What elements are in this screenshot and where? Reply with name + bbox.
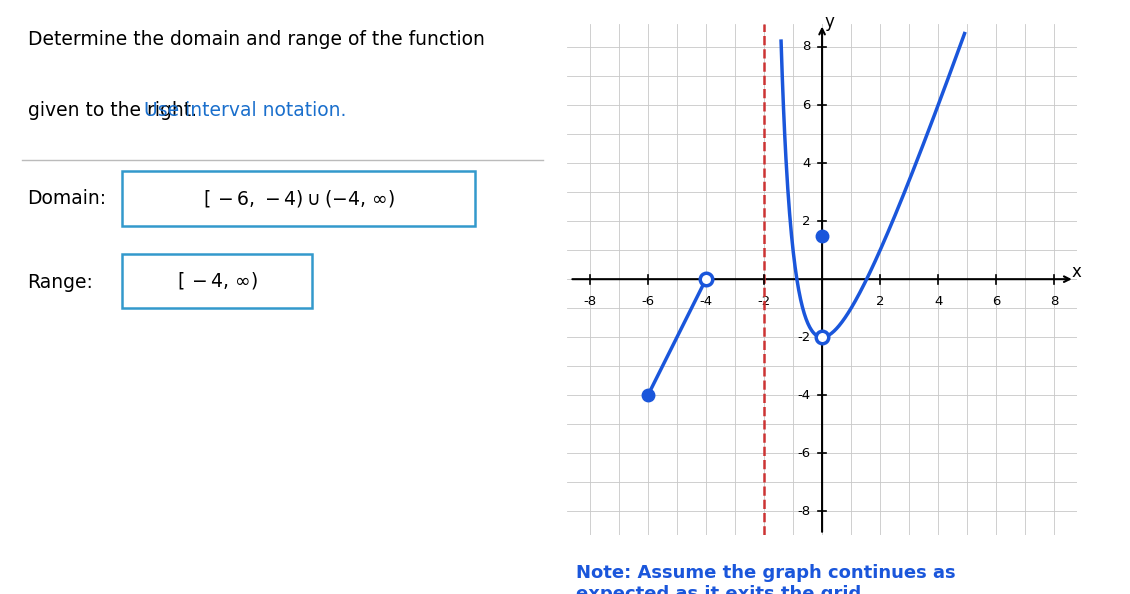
Text: -8: -8 [583, 295, 597, 308]
Text: y: y [825, 13, 834, 31]
Text: Note: Assume the graph continues as
expected as it exits the grid.: Note: Assume the graph continues as expe… [576, 564, 956, 594]
Text: 4: 4 [935, 295, 942, 308]
Text: 4: 4 [802, 157, 810, 169]
Text: Domain:: Domain: [27, 189, 106, 208]
Text: $[\,-6,\,-4)\cup(-4,\,\infty)$: $[\,-6,\,-4)\cup(-4,\,\infty)$ [202, 188, 394, 209]
Text: -4: -4 [699, 295, 713, 308]
Text: 2: 2 [876, 295, 885, 308]
Text: -2: -2 [757, 295, 771, 308]
Text: -2: -2 [798, 331, 810, 344]
Text: 6: 6 [992, 295, 1000, 308]
Text: 8: 8 [802, 40, 810, 53]
Text: -6: -6 [642, 295, 654, 308]
Text: 8: 8 [1050, 295, 1059, 308]
Text: 2: 2 [802, 214, 810, 228]
Text: -6: -6 [798, 447, 810, 460]
Text: -4: -4 [798, 389, 810, 402]
Text: x: x [1071, 263, 1081, 281]
Text: Determine the domain and range of the function: Determine the domain and range of the fu… [27, 30, 485, 49]
Text: Use interval notation.: Use interval notation. [145, 101, 347, 120]
Text: given to the right.: given to the right. [27, 101, 202, 120]
Text: 6: 6 [802, 99, 810, 112]
Text: Range:: Range: [27, 273, 94, 292]
Text: -8: -8 [798, 505, 810, 518]
FancyBboxPatch shape [122, 171, 475, 226]
FancyBboxPatch shape [122, 254, 312, 308]
Text: $[\,-4,\,\infty)$: $[\,-4,\,\infty)$ [176, 270, 258, 292]
